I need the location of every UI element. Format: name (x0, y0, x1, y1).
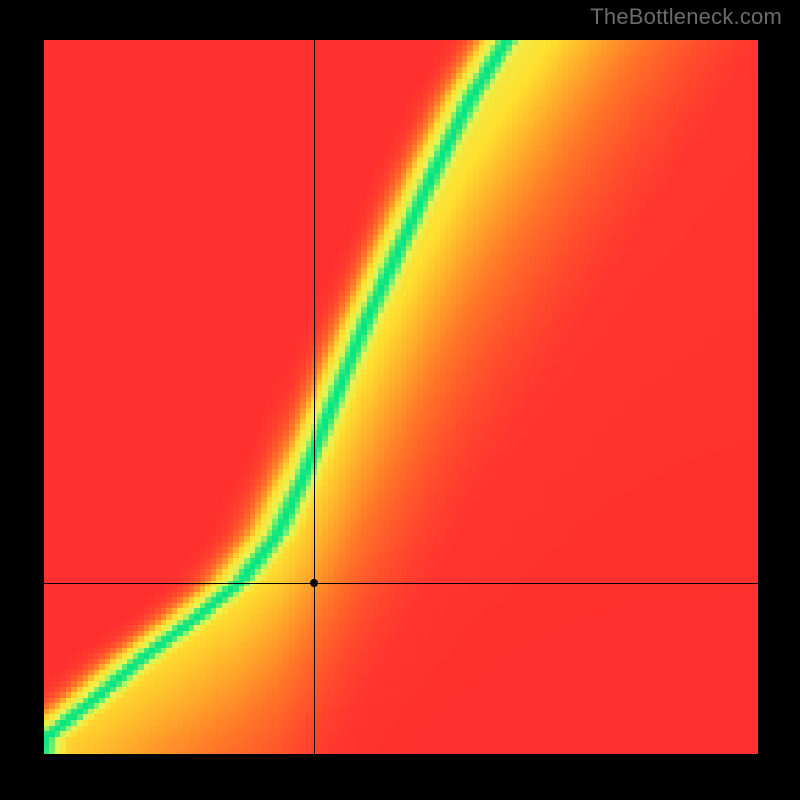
chart-container: TheBottleneck.com (0, 0, 800, 800)
crosshair-vertical (314, 40, 315, 754)
heatmap-canvas (44, 40, 758, 754)
heatmap-plot (44, 40, 758, 754)
watermark-text: TheBottleneck.com (590, 4, 782, 30)
crosshair-marker (310, 579, 318, 587)
crosshair-horizontal (44, 583, 758, 584)
